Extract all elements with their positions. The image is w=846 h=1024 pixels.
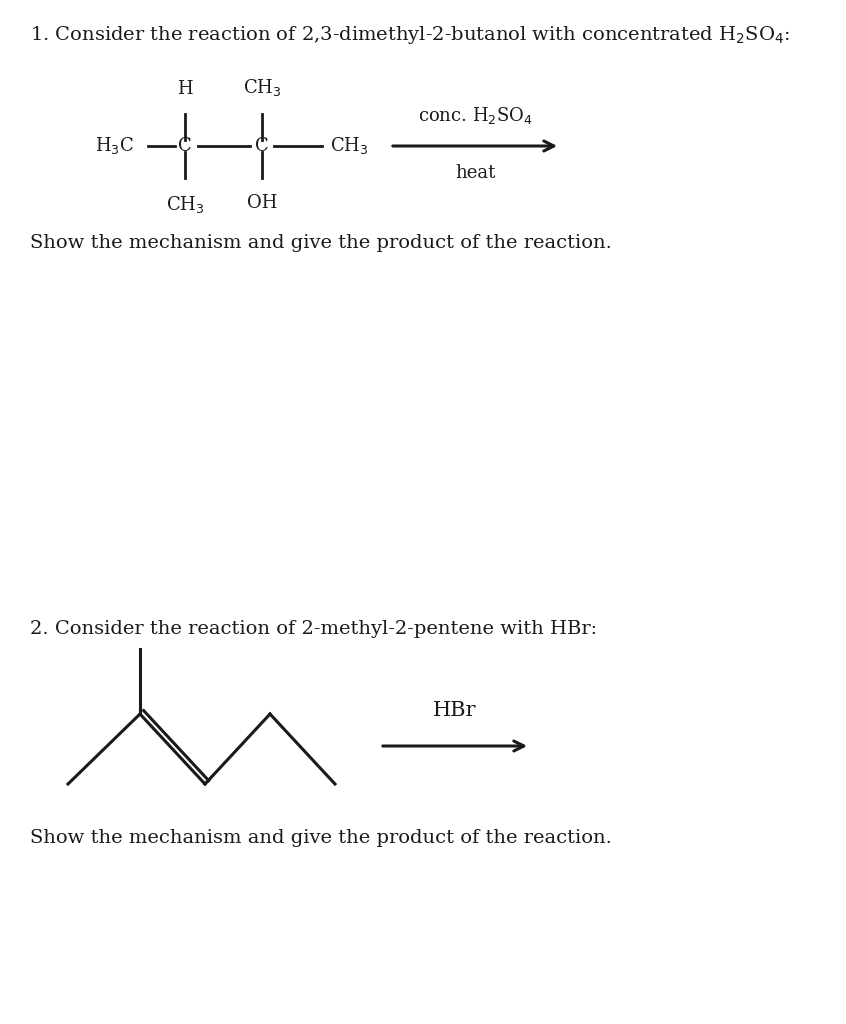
Text: CH$_3$: CH$_3$ [330,135,369,157]
Text: CH$_3$: CH$_3$ [166,194,204,215]
Text: Show the mechanism and give the product of the reaction.: Show the mechanism and give the product … [30,234,612,252]
Text: H: H [177,80,193,98]
Text: conc. H$_2$SO$_4$: conc. H$_2$SO$_4$ [418,105,532,126]
Text: OH: OH [247,194,277,212]
Text: 1. Consider the reaction of 2,3-dimethyl-2-butanol with concentrated H$_2$SO$_4$: 1. Consider the reaction of 2,3-dimethyl… [30,24,790,46]
Text: H$_3$C: H$_3$C [95,135,134,157]
Text: C: C [179,137,192,155]
Text: CH$_3$: CH$_3$ [243,77,282,98]
Text: C: C [255,137,269,155]
Text: HBr: HBr [433,701,477,720]
Text: heat: heat [455,164,495,182]
Text: 2. Consider the reaction of 2-methyl-2-pentene with HBr:: 2. Consider the reaction of 2-methyl-2-p… [30,620,597,638]
Text: Show the mechanism and give the product of the reaction.: Show the mechanism and give the product … [30,829,612,847]
